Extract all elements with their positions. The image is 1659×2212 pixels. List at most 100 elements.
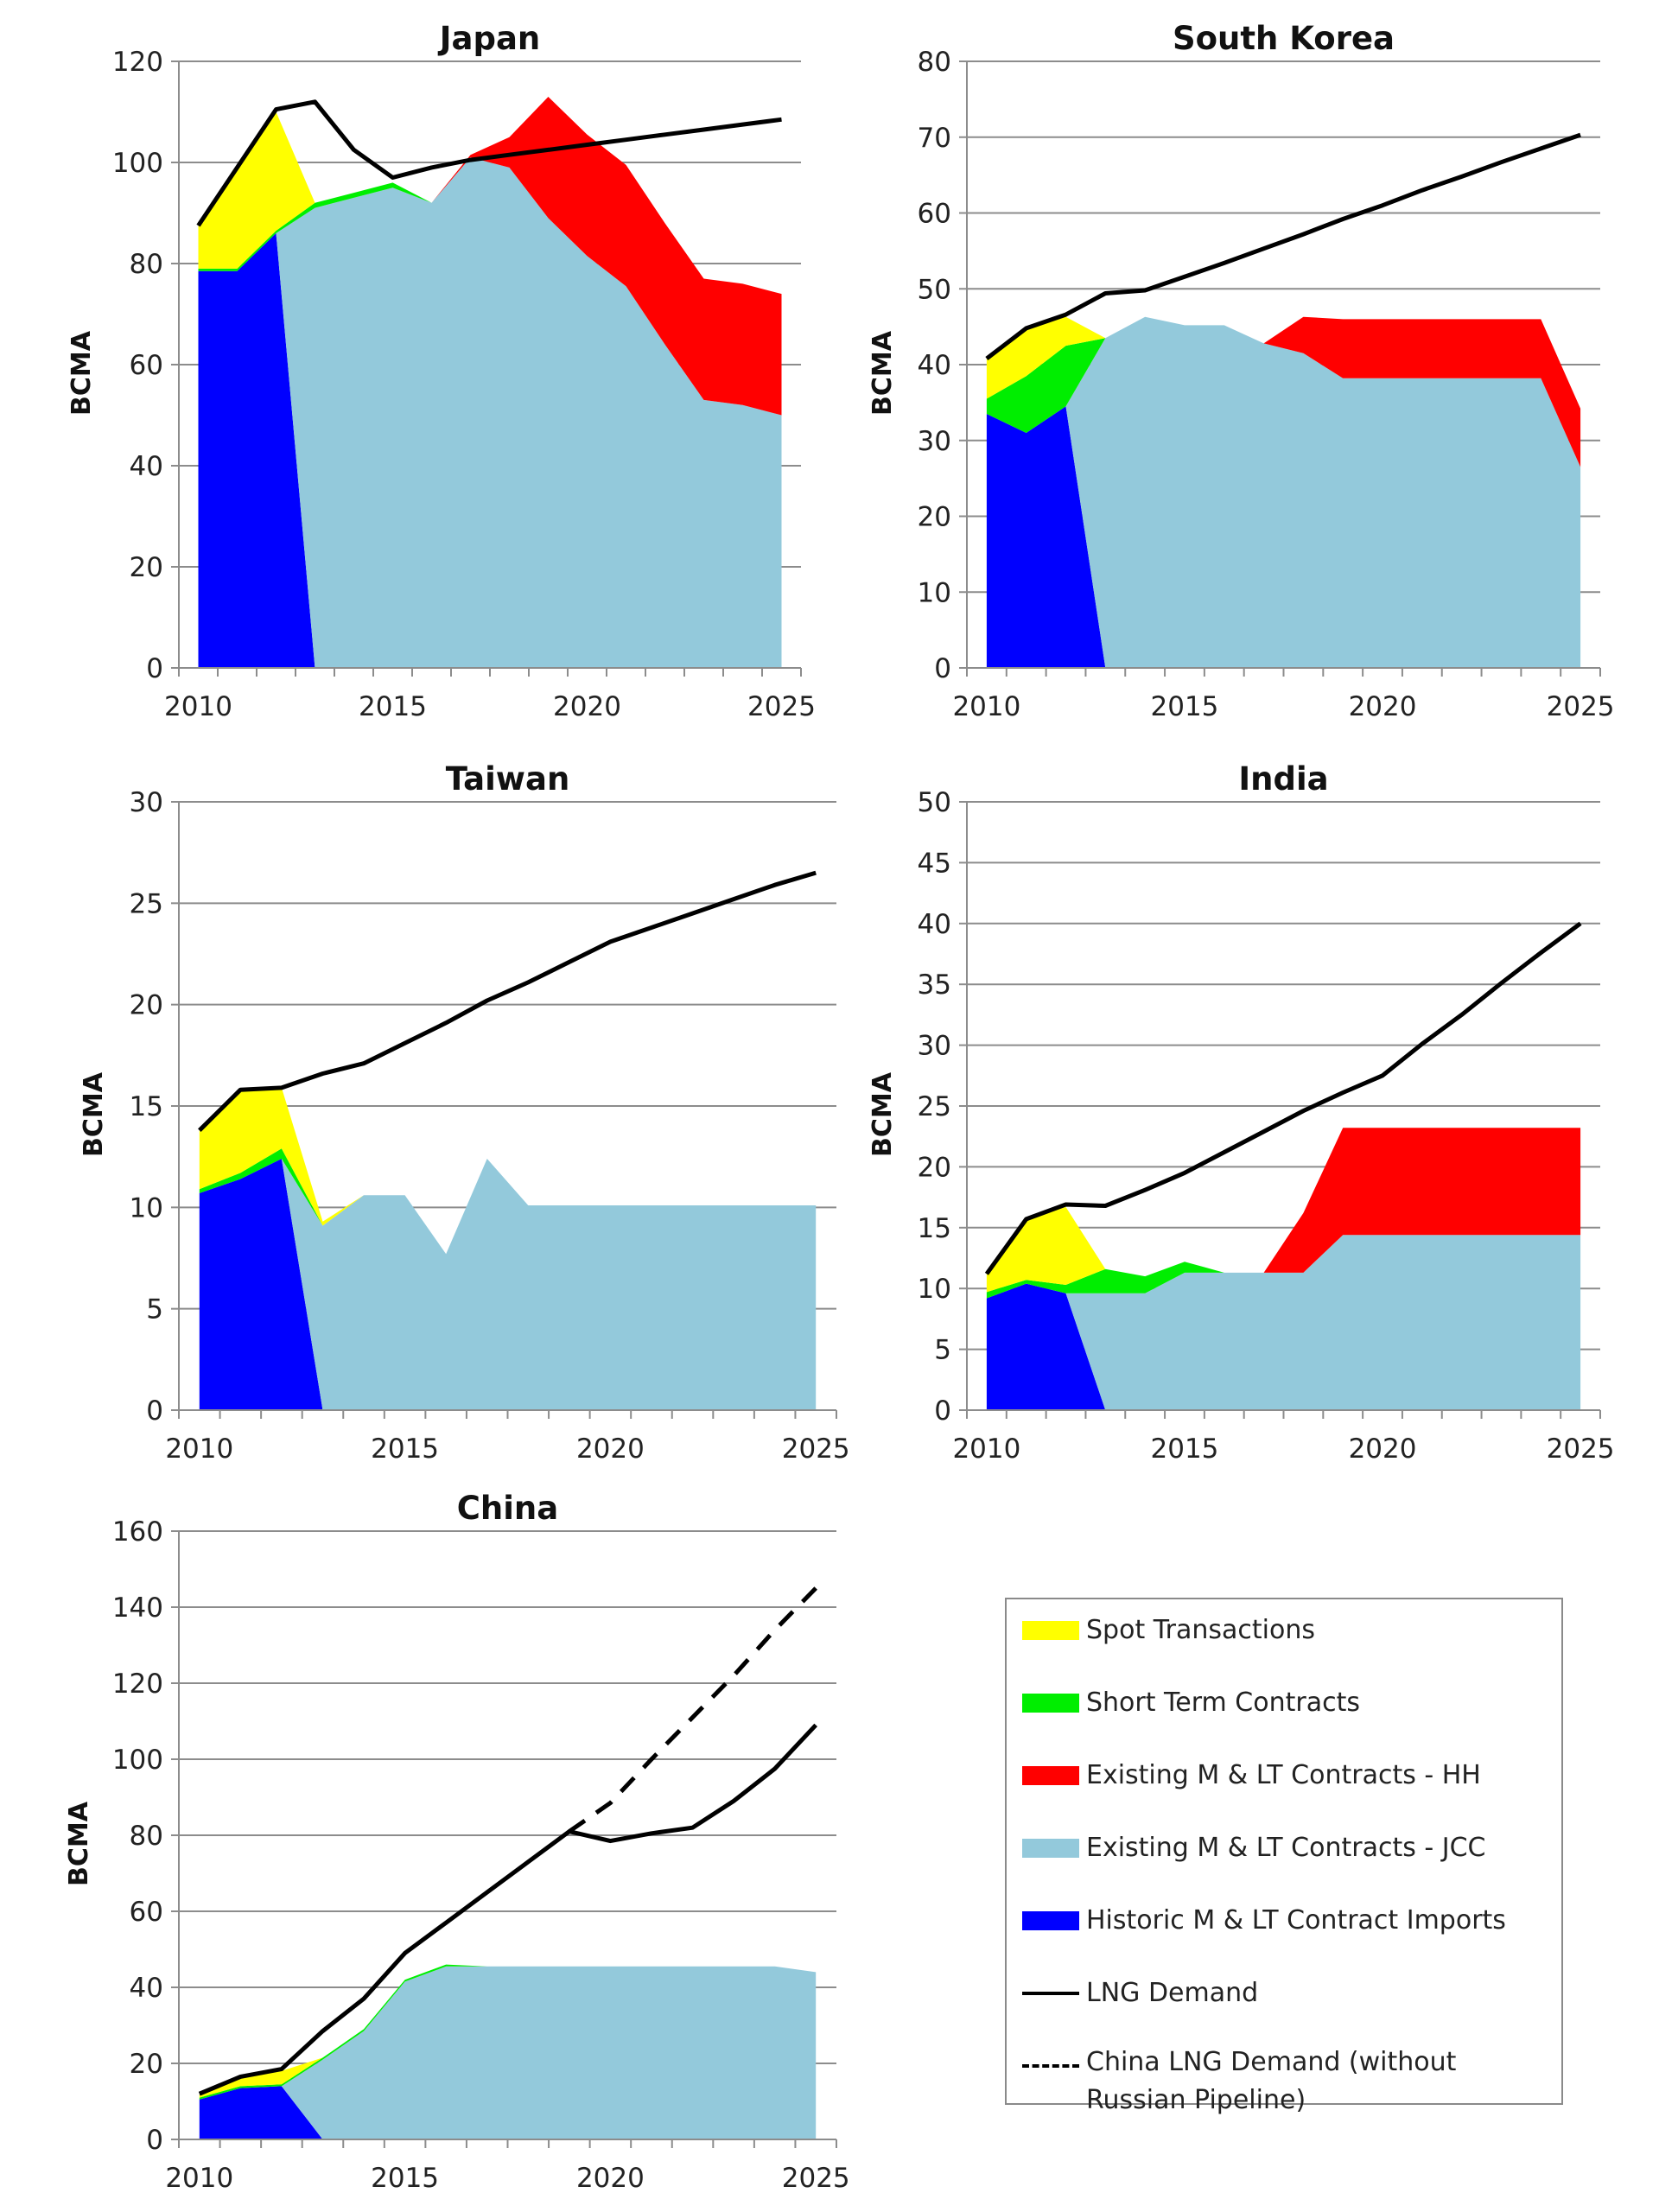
legend-item-hh: Existing M & LT Contracts - HH	[1022, 1757, 1561, 1795]
x-tick-label: 2015	[359, 691, 427, 722]
x-tick-label: 2015	[371, 1433, 439, 1465]
legend-item-demand-dashed: China LNG Demand (without Russian Pipeli…	[1022, 2047, 1561, 2120]
area-historic	[199, 1159, 817, 1410]
area-hh	[986, 316, 1581, 467]
y-tick-label: 30	[918, 426, 951, 457]
legend-label: Spot Transactions	[1086, 1615, 1315, 1645]
y-tick-label: 45	[918, 848, 951, 879]
x-tick-label: 2025	[782, 2163, 850, 2194]
area-jcc	[199, 1966, 817, 2139]
x-tick-label: 2020	[576, 1433, 645, 1465]
legend-item-historic: Historic M & LT Contract Imports	[1022, 1902, 1561, 1940]
x-tick-label: 2020	[553, 691, 621, 722]
area-hh	[198, 97, 782, 416]
legend-swatch-hh	[1022, 1766, 1079, 1785]
area-spot	[199, 1964, 817, 2098]
x-tick-label: 2010	[165, 2163, 233, 2194]
legend: Spot Transactions Short Term Contracts E…	[1005, 1598, 1563, 2115]
y-tick-label: 25	[918, 1091, 951, 1122]
x-tick-label: 2015	[1151, 1433, 1219, 1465]
x-tick-label: 2025	[782, 1433, 850, 1465]
area-spot	[986, 316, 1581, 409]
area-jcc	[199, 1159, 817, 1410]
x-tick-label: 2015	[1151, 691, 1219, 722]
y-tick-label: 100	[112, 148, 163, 179]
y-tick-label: 60	[130, 1897, 163, 1928]
y-tick-label: 10	[130, 1192, 163, 1224]
y-tick-label: 5	[146, 1294, 163, 1325]
demand-line	[198, 1723, 818, 2096]
x-tick-label: 2020	[1349, 1433, 1417, 1465]
area-historic	[986, 1283, 1581, 1410]
demand-line	[985, 132, 1581, 360]
demand-line	[198, 870, 817, 1132]
chart-title-south-korea: South Korea	[1173, 20, 1395, 57]
legend-swatch-demand-dashed	[1022, 2064, 1079, 2068]
area-historic	[198, 232, 782, 668]
y-axis-label: BCMA	[79, 1071, 109, 1157]
x-tick-label: 2010	[952, 691, 1020, 722]
x-tick-label: 2020	[576, 2163, 645, 2194]
y-axis-label: BCMA	[67, 330, 97, 416]
y-tick-label: 60	[918, 199, 951, 230]
legend-label: Existing M & LT Contracts - HH	[1086, 1760, 1481, 1790]
y-tick-label: 5	[934, 1335, 951, 1366]
y-tick-label: 120	[112, 47, 163, 78]
y-tick-label: 15	[918, 1213, 951, 1244]
legend-label: China LNG Demand (without Russian Pipeli…	[1086, 2047, 1457, 2115]
y-tick-label: 15	[130, 1091, 163, 1122]
chart-title-taiwan: Taiwan	[446, 760, 570, 798]
area-historic	[986, 406, 1581, 668]
y-axis-label: BCMA	[64, 1801, 94, 1886]
y-tick-label: 80	[130, 1821, 163, 1852]
chart-title-china: China	[457, 1490, 559, 1527]
chart-title-japan: Japan	[437, 20, 541, 57]
y-tick-label: 0	[934, 1395, 951, 1427]
y-tick-label: 40	[130, 451, 163, 482]
y-tick-label: 30	[130, 787, 163, 818]
x-tick-label: 2010	[952, 1433, 1020, 1465]
legend-swatch-historic	[1022, 1911, 1079, 1930]
demand-line	[984, 921, 1582, 1275]
area-hh	[986, 1128, 1581, 1299]
y-tick-label: 40	[918, 350, 951, 381]
y-tick-label: 35	[918, 969, 951, 1001]
legend-item-spot: Spot Transactions	[1022, 1611, 1561, 1649]
x-tick-label: 2010	[164, 691, 232, 722]
y-axis-label: BCMA	[868, 1071, 898, 1157]
y-tick-label: 0	[146, 653, 163, 684]
x-tick-label: 2025	[1547, 691, 1615, 722]
legend-swatch-spot	[1022, 1621, 1079, 1640]
y-tick-label: 10	[918, 1274, 951, 1305]
y-tick-label: 0	[146, 2125, 163, 2156]
legend-item-short-term: Short Term Contracts	[1022, 1684, 1561, 1722]
y-tick-label: 120	[112, 1669, 163, 1700]
x-tick-label: 2020	[1349, 691, 1417, 722]
legend-item-jcc: Existing M & LT Contracts - JCC	[1022, 1829, 1561, 1867]
y-tick-label: 60	[130, 350, 163, 381]
legend-label: Existing M & LT Contracts - JCC	[1086, 1833, 1486, 1863]
y-tick-label: 20	[130, 552, 163, 583]
area-jcc	[198, 157, 782, 669]
y-tick-label: 80	[918, 47, 951, 78]
y-tick-label: 10	[918, 577, 951, 608]
legend-item-demand: LNG Demand	[1022, 1974, 1561, 2012]
legend-swatch-demand-line	[1022, 1992, 1079, 1995]
legend-swatch-jcc	[1022, 1839, 1079, 1858]
area-short	[199, 1964, 817, 2100]
area-spot	[199, 1087, 817, 1255]
y-tick-label: 20	[130, 990, 163, 1021]
y-tick-label: 0	[146, 1395, 163, 1427]
y-tick-label: 70	[918, 123, 951, 154]
y-tick-label: 20	[130, 2049, 163, 2080]
y-tick-label: 50	[918, 787, 951, 818]
legend-label: LNG Demand	[1086, 1978, 1259, 2008]
x-tick-label: 2025	[1547, 1433, 1615, 1465]
y-tick-label: 0	[934, 653, 951, 684]
y-tick-label: 20	[918, 502, 951, 533]
area-historic	[199, 2086, 817, 2139]
legend-label: Short Term Contracts	[1086, 1688, 1360, 1718]
y-tick-label: 140	[112, 1592, 163, 1624]
y-tick-label: 100	[112, 1745, 163, 1776]
